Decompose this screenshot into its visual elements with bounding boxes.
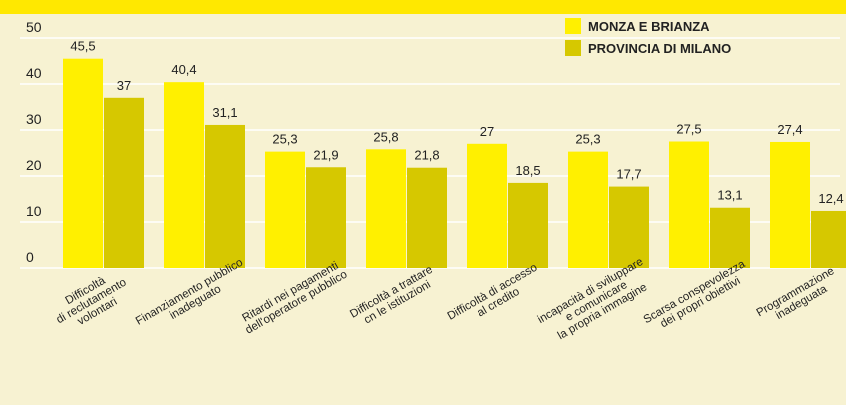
y-tick-label: 0	[26, 249, 34, 265]
y-tick-label: 20	[26, 157, 42, 173]
bar	[770, 141, 810, 268]
value-label: 25,3	[272, 132, 297, 147]
bar	[508, 182, 548, 268]
value-label: 31,1	[212, 105, 237, 120]
legend-label: PROVINCIA DI MILANO	[588, 41, 731, 56]
bar	[467, 143, 507, 268]
y-tick-label: 40	[26, 65, 42, 81]
value-label: 25,3	[575, 132, 600, 147]
bar	[669, 141, 709, 268]
value-label: 17,7	[616, 167, 641, 182]
value-label: 27	[480, 124, 494, 139]
y-tick-label: 10	[26, 203, 42, 219]
value-label: 12,4	[818, 191, 843, 206]
legend-label: MONZA E BRIANZA	[588, 19, 710, 34]
bar	[609, 186, 649, 268]
legend-swatch	[565, 40, 581, 56]
legend-swatch	[565, 18, 581, 34]
bar	[568, 151, 608, 268]
bar	[205, 124, 245, 268]
bar	[306, 167, 346, 268]
bar	[164, 82, 204, 268]
value-label: 21,9	[313, 147, 338, 162]
y-tick-label: 50	[26, 19, 42, 35]
bar	[104, 97, 144, 268]
value-label: 18,5	[515, 163, 540, 178]
bar	[407, 167, 447, 268]
bar	[265, 151, 305, 268]
bar	[366, 149, 406, 268]
bar	[63, 58, 103, 269]
title-band	[0, 0, 846, 14]
y-tick-label: 30	[26, 111, 42, 127]
value-label: 37	[117, 78, 131, 93]
bar	[710, 207, 750, 268]
value-label: 21,8	[414, 148, 439, 163]
value-label: 27,4	[777, 122, 802, 137]
bar	[811, 210, 846, 268]
value-label: 25,8	[373, 129, 398, 144]
value-label: 40,4	[171, 62, 196, 77]
value-label: 13,1	[717, 188, 742, 203]
value-label: 27,5	[676, 122, 701, 137]
value-label: 45,5	[70, 39, 95, 54]
